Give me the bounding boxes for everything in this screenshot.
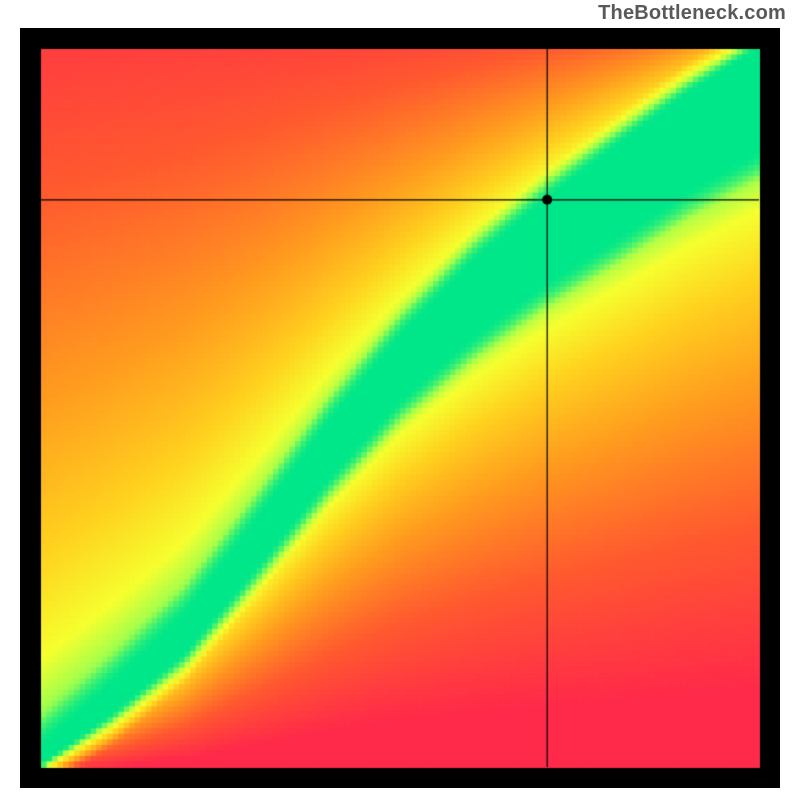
- figure-container: TheBottleneck.com: [0, 0, 800, 800]
- plot-area: [20, 28, 780, 788]
- heatmap-canvas: [20, 28, 780, 788]
- watermark-label: TheBottleneck.com: [598, 2, 786, 25]
